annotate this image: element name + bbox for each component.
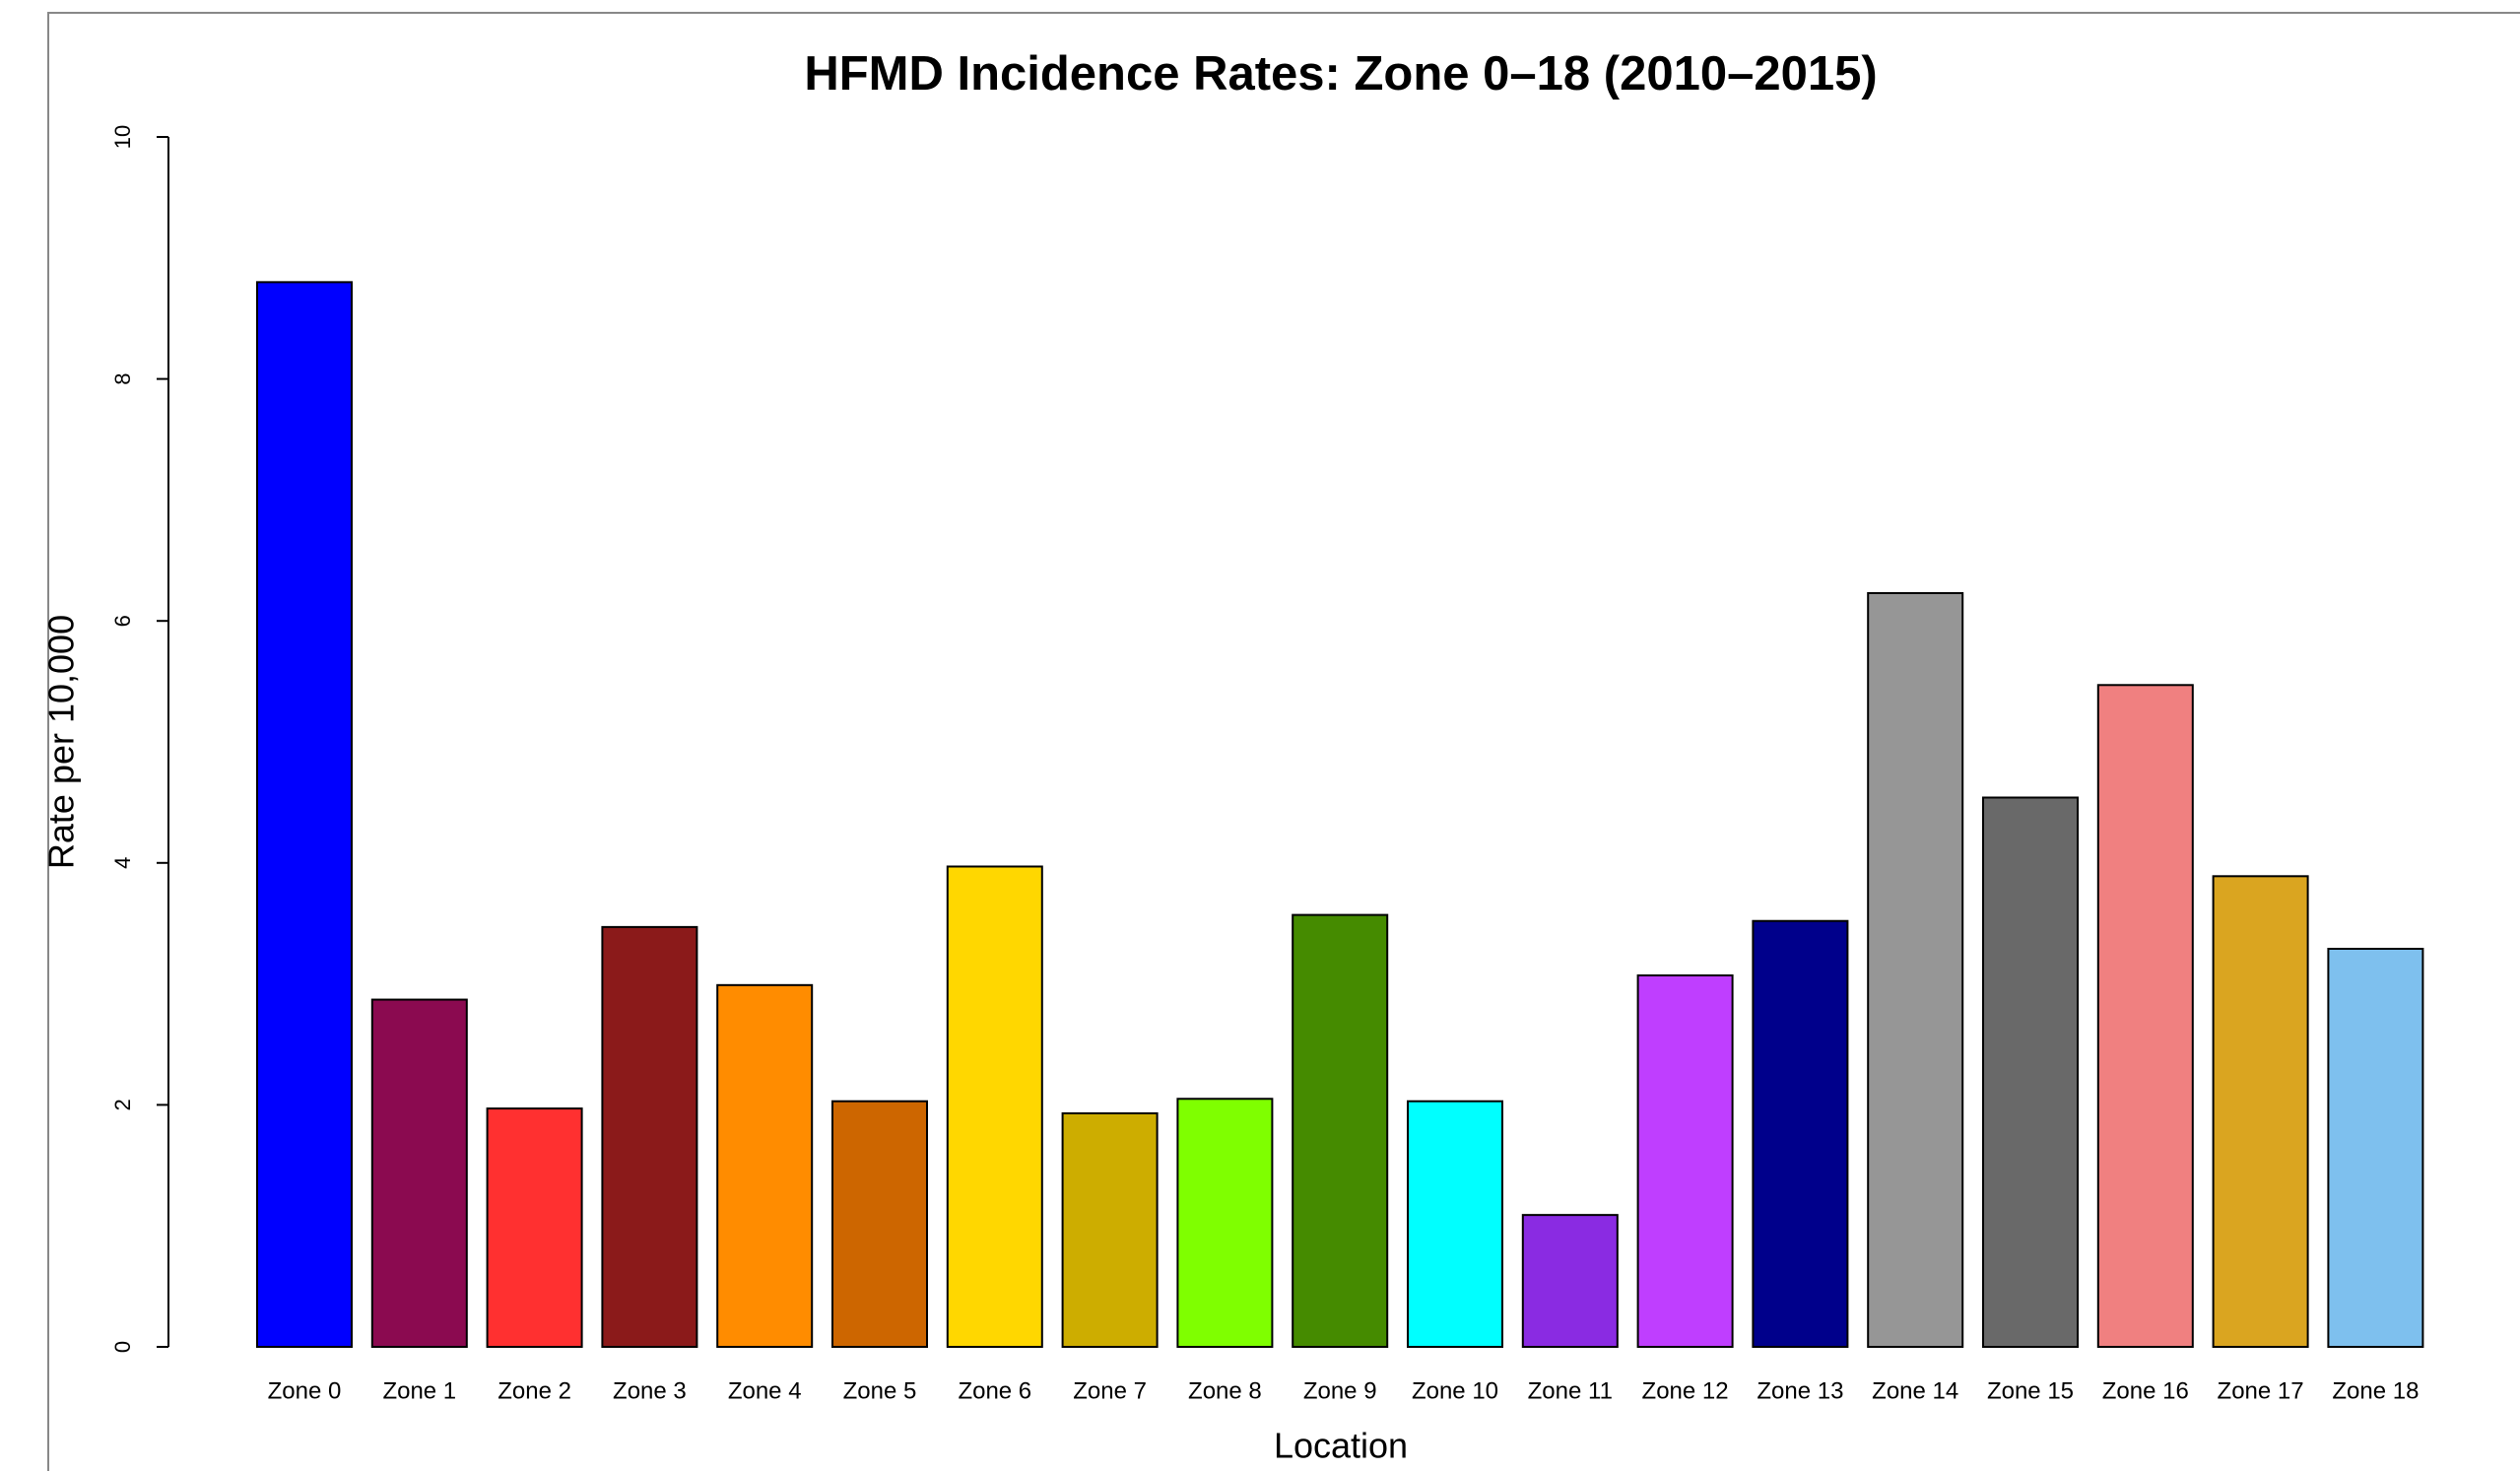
x-tick-label: Zone 17 — [2218, 1377, 2304, 1404]
bar — [716, 983, 814, 1348]
x-tick-label: Zone 0 — [268, 1377, 342, 1404]
bar — [1521, 1214, 1619, 1348]
bar — [1176, 1098, 1274, 1349]
y-tick-label: 10 — [110, 125, 135, 149]
y-tick-label: 6 — [110, 615, 135, 627]
bar — [1061, 1111, 1159, 1348]
bar — [1407, 1100, 1503, 1348]
x-tick-label: Zone 18 — [2332, 1377, 2419, 1404]
bar — [370, 998, 468, 1349]
bar — [601, 925, 698, 1348]
bar — [1292, 913, 1389, 1348]
x-tick-label: Zone 14 — [1872, 1377, 1958, 1404]
x-tick-label: Zone 16 — [2102, 1377, 2189, 1404]
x-tick-label: Zone 5 — [843, 1377, 917, 1404]
x-tick-label: Zone 2 — [497, 1377, 571, 1404]
y-axis-label: Rate per 10,000 — [41, 615, 82, 869]
x-tick-label: Zone 9 — [1303, 1377, 1377, 1404]
bar — [946, 865, 1043, 1348]
bar — [831, 1100, 928, 1348]
frame — [47, 12, 2520, 1471]
x-tick-label: Zone 12 — [1642, 1377, 1729, 1404]
y-tick-label: 2 — [110, 1099, 135, 1110]
x-tick-label: Zone 3 — [613, 1377, 687, 1404]
x-tick-label: Zone 10 — [1412, 1377, 1498, 1404]
bar — [2327, 947, 2424, 1348]
x-tick-label: Zone 15 — [1987, 1377, 2074, 1404]
bar — [486, 1107, 583, 1348]
chart-title: HFMD Incidence Rates: Zone 0–18 (2010–20… — [804, 47, 1877, 100]
bar — [2096, 684, 2194, 1348]
bar — [2212, 875, 2309, 1348]
x-tick-label: Zone 6 — [958, 1377, 1031, 1404]
bar — [256, 281, 353, 1348]
y-tick-label: 4 — [110, 857, 135, 869]
x-tick-label: Zone 4 — [728, 1377, 802, 1404]
x-tick-label: Zone 8 — [1188, 1377, 1262, 1404]
x-tick-label: Zone 11 — [1528, 1377, 1613, 1404]
y-tick-label: 8 — [110, 372, 135, 384]
bar — [1982, 796, 2079, 1348]
bar — [1867, 591, 1964, 1348]
x-tick-label: Zone 13 — [1757, 1377, 1843, 1404]
bar — [1636, 974, 1734, 1349]
bar — [1752, 919, 1849, 1349]
x-axis-label: Location — [1274, 1426, 1408, 1466]
x-tick-label: Zone 1 — [382, 1377, 456, 1404]
x-tick-label: Zone 7 — [1073, 1377, 1147, 1404]
y-tick-label: 0 — [110, 1341, 135, 1353]
